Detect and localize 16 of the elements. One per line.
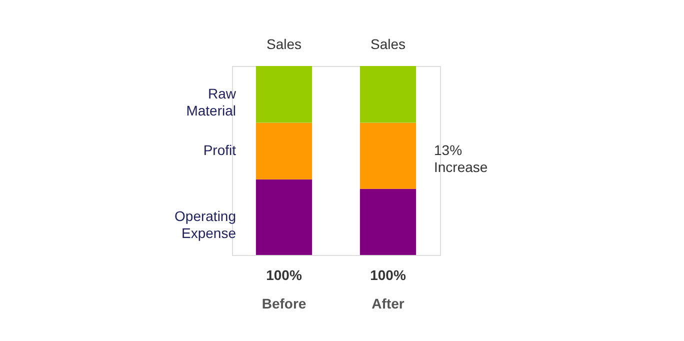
- bar: [360, 66, 416, 123]
- annotation: Sales: [370, 36, 406, 52]
- bar: [360, 188, 416, 255]
- bar: [256, 179, 312, 255]
- annotation: 13% Increase: [434, 142, 488, 176]
- series-label: Profit: [203, 142, 236, 158]
- x-tick-label: Before: [262, 296, 306, 312]
- bar: [256, 122, 312, 180]
- total-label: 100%: [370, 267, 406, 283]
- series-label: Raw Material: [186, 85, 237, 118]
- bar: [360, 122, 416, 189]
- total-label: 100%: [266, 267, 302, 283]
- series-label: Operating Expense: [174, 208, 236, 242]
- bar: [256, 66, 312, 123]
- annotation: Sales: [266, 36, 302, 52]
- x-tick-label: After: [372, 296, 405, 312]
